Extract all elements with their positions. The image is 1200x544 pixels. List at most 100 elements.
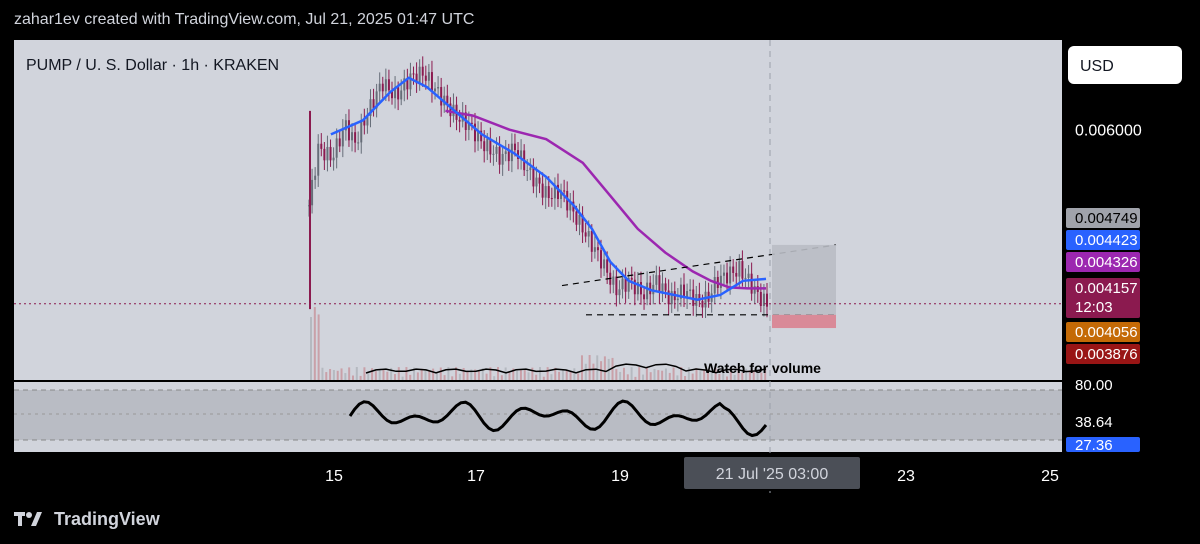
volume-bar [466, 371, 469, 380]
time-cursor-label: 21 Jul '25 03:00 [716, 466, 829, 483]
currency-button-label[interactable]: USD [1080, 58, 1114, 75]
candle-body [701, 300, 704, 308]
volume-bar [554, 367, 557, 380]
time-cursor-label-bg [684, 457, 860, 489]
volume-bar [504, 367, 507, 380]
candle-body [344, 120, 347, 131]
candle-body [704, 291, 707, 308]
volume-bar [703, 369, 706, 380]
candle-body [646, 282, 649, 300]
volume-bar [325, 372, 328, 380]
volume-bar [718, 373, 721, 380]
volume-bar [374, 371, 377, 380]
volume-bar [642, 374, 645, 380]
volume-bar [371, 368, 374, 380]
candle-body [378, 83, 381, 92]
volume-bar [619, 371, 622, 380]
price-pane [14, 40, 1062, 380]
candle-body [738, 261, 741, 277]
candle-body [409, 73, 412, 90]
candle-body [766, 293, 768, 307]
candle-body [354, 132, 357, 143]
volume-bar [596, 355, 599, 380]
volume-bar [764, 367, 767, 380]
volume-bar [497, 367, 500, 380]
candle-body [483, 141, 486, 152]
volume-bar [512, 368, 515, 380]
candle-body [381, 83, 384, 92]
candle-body [584, 232, 587, 237]
candle-body [375, 91, 378, 109]
wedge-upper-line [561, 244, 837, 287]
candle-body [686, 291, 689, 298]
volume-bar [432, 368, 435, 380]
candle-body [569, 201, 572, 211]
candle-body [732, 266, 735, 273]
volume-bar [661, 370, 664, 380]
oscillator-value-bg [1066, 411, 1140, 433]
candle-body [473, 123, 476, 142]
candle-body [618, 289, 621, 296]
volume-annotation: Watch for volume [704, 360, 821, 376]
candle-body [311, 179, 314, 206]
volume-bar [409, 374, 412, 380]
volume-bar [390, 367, 393, 380]
volume-bar [321, 367, 324, 380]
target-zone-box [772, 244, 836, 315]
candle-body [606, 259, 609, 273]
candle-body [550, 198, 553, 200]
candle-body [360, 119, 363, 143]
candle-body [434, 88, 437, 92]
candle-body [587, 231, 590, 237]
volume-bar [435, 372, 438, 380]
volume-bar [657, 370, 660, 380]
candle-body [400, 90, 403, 100]
volume-bar [493, 376, 496, 380]
candle-body [440, 87, 443, 106]
candle-body [664, 283, 667, 291]
volume-bar [603, 356, 606, 380]
candle-body [526, 170, 529, 172]
volume-bar [676, 375, 679, 380]
candle-body [366, 115, 369, 126]
candle-body [670, 291, 673, 305]
candle-body [369, 99, 372, 116]
volume-bar [653, 368, 656, 380]
candle-body [762, 293, 765, 307]
candle-body [449, 103, 452, 117]
candle-body [397, 87, 400, 100]
candle-body [636, 281, 639, 295]
volume-bar [569, 371, 572, 380]
volume-bar [542, 376, 545, 380]
ema-slow-line [445, 109, 766, 290]
volume-bar [393, 374, 396, 380]
candle-body [415, 73, 418, 84]
volume-bar [695, 368, 698, 380]
volume-bar [516, 370, 519, 380]
volume-bar [351, 375, 354, 380]
volume-bar [397, 367, 400, 380]
attribution-bar: zahar1ev created with TradingView.com, J… [0, 0, 1200, 40]
volume-bar [500, 375, 503, 380]
price-label: 0.004326 [1075, 254, 1138, 271]
price-chart[interactable]: PUMP / U. S. Dollar · 1h · KRAKEN USD 0.00… [0, 40, 1200, 495]
candle-body [639, 281, 642, 295]
volume-bar [439, 367, 442, 380]
candle-body [729, 266, 732, 284]
candle-body [517, 150, 520, 159]
candle-body [556, 184, 559, 200]
candle-body [480, 130, 483, 142]
candle-body [477, 130, 480, 142]
volume-bar [691, 373, 694, 380]
volume-bar [363, 367, 366, 380]
volume-bar [489, 367, 492, 380]
candle-body [753, 286, 756, 294]
candle-body [667, 290, 670, 305]
candle-body [658, 275, 661, 293]
volume-bar [508, 372, 511, 380]
volume-bar [615, 369, 618, 380]
volume-bar [668, 372, 671, 380]
volume-bar [477, 371, 480, 380]
volume-bar [485, 373, 488, 380]
candle-body [547, 186, 550, 199]
